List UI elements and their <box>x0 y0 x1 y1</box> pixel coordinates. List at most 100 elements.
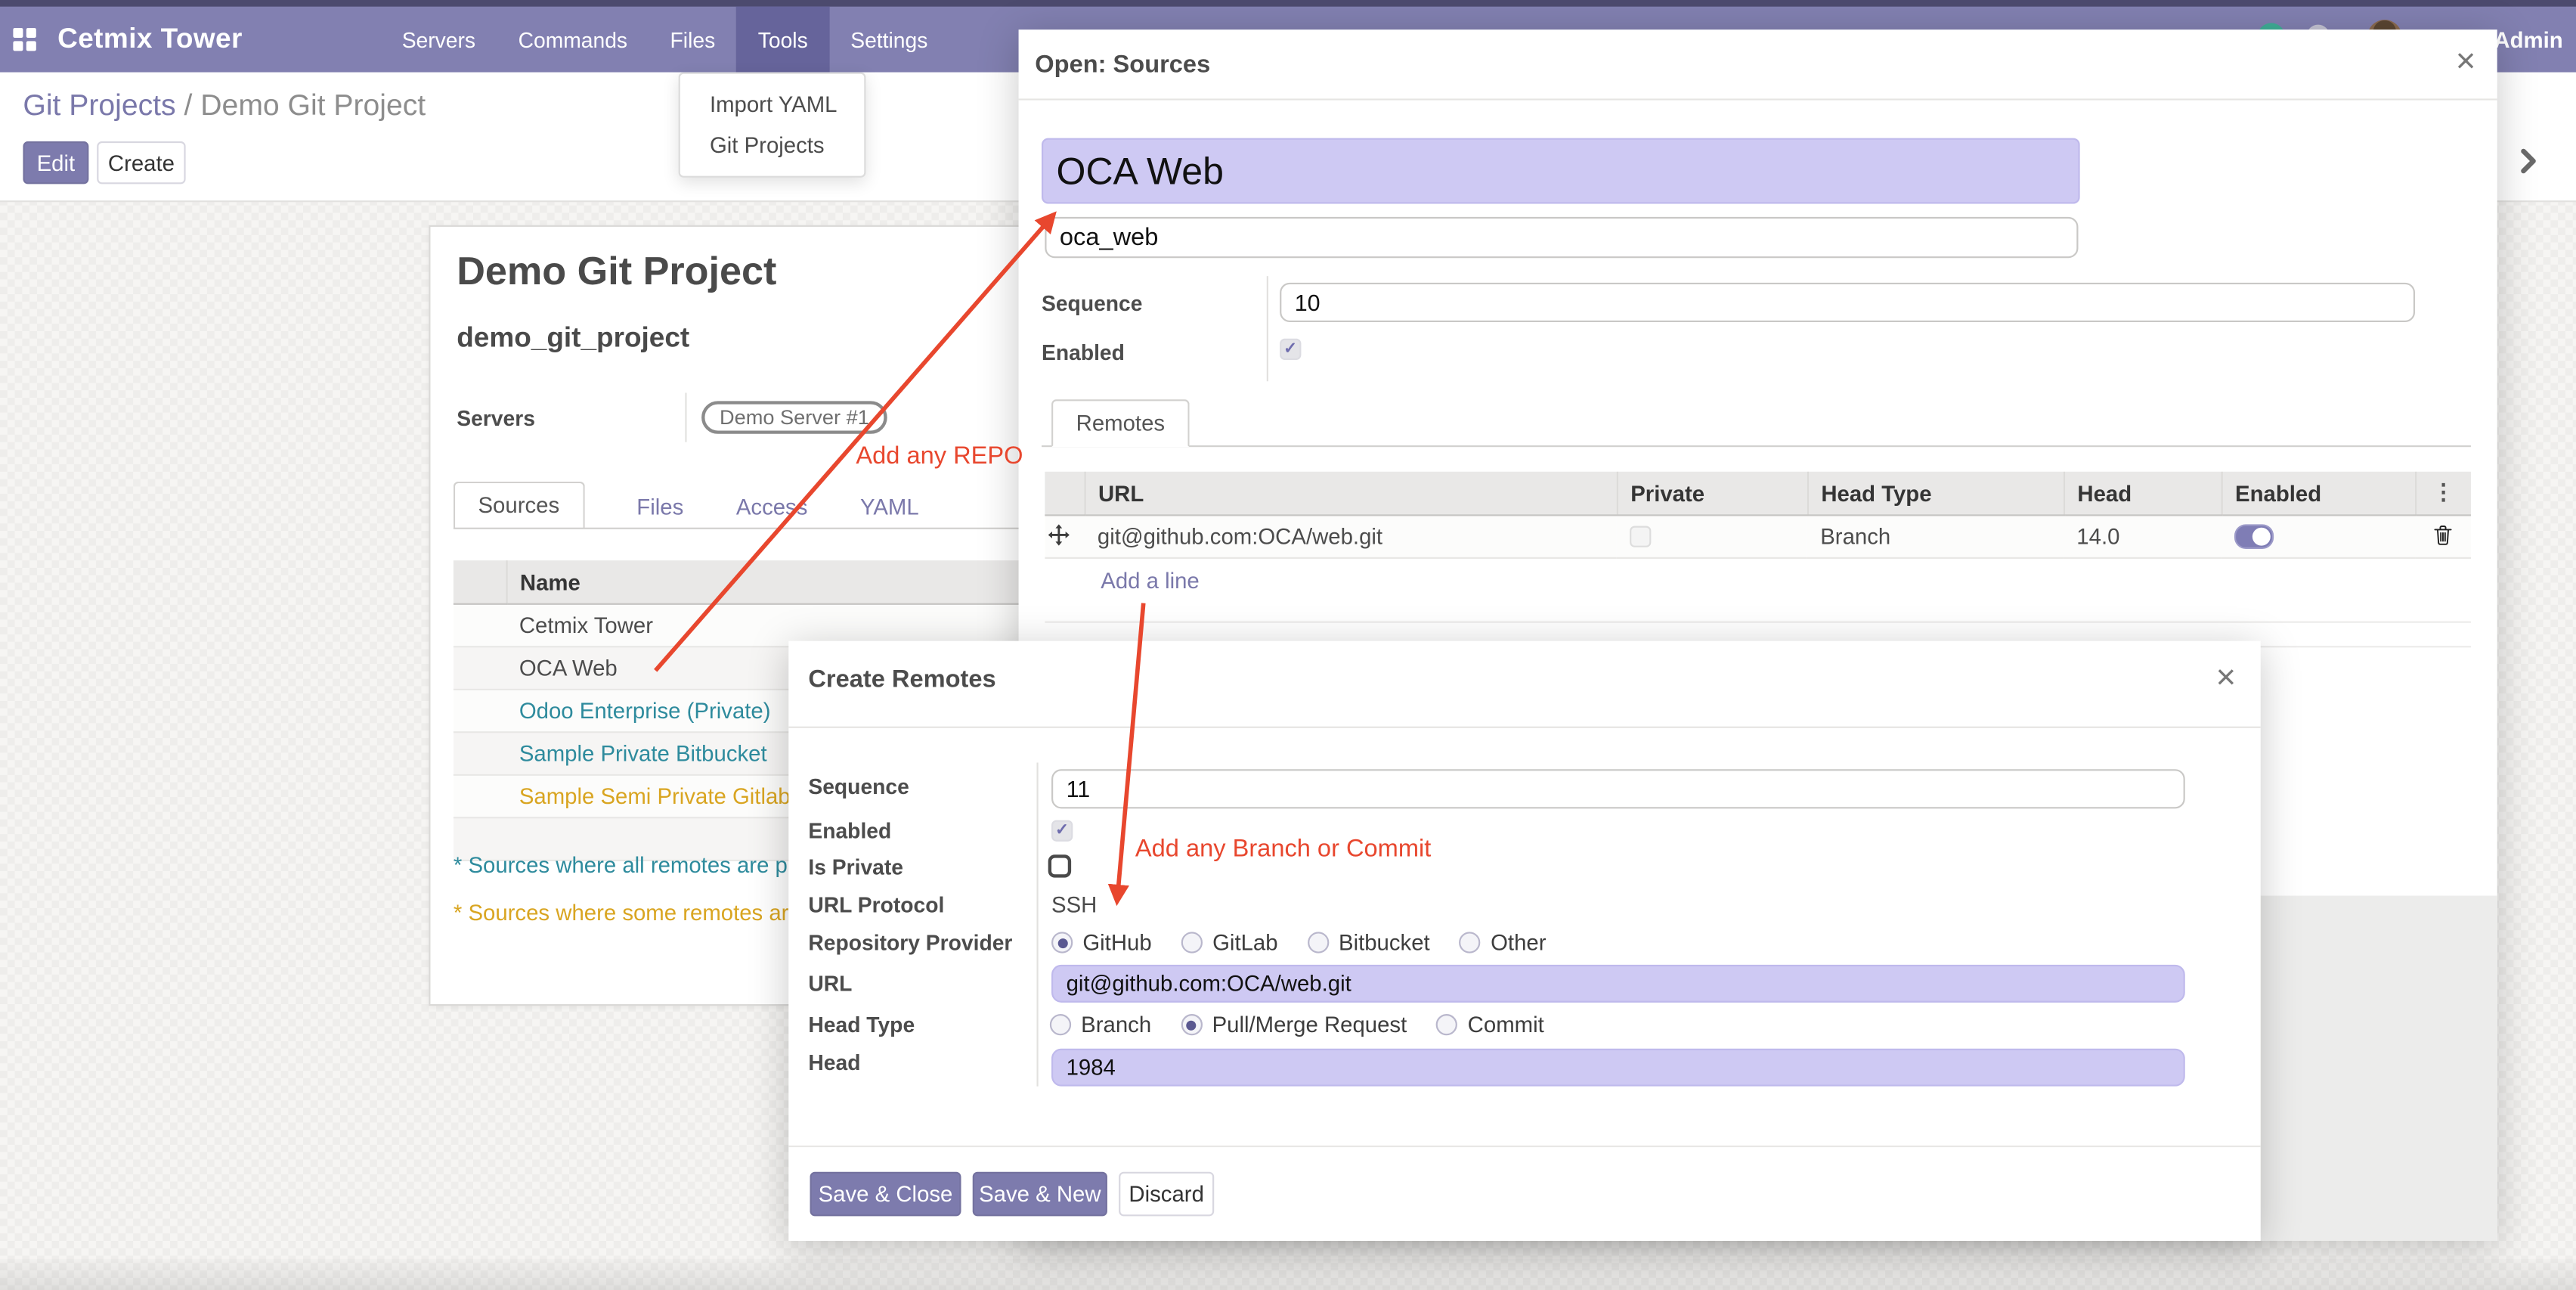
url-column-header[interactable]: URL <box>1084 471 1618 516</box>
server-tag[interactable]: Demo Server #1 <box>701 401 887 434</box>
create-remotes-modal: Create Remotes × Sequence Enabled Is Pri… <box>788 640 2261 1241</box>
navbar-top-strip <box>0 0 2576 7</box>
radio-bitbucket[interactable]: Bitbucket <box>1307 930 1430 955</box>
radio-icon <box>1436 1014 1458 1036</box>
project-technical-name: demo_git_project <box>457 322 690 354</box>
nav-item-files[interactable]: Files <box>670 26 716 52</box>
edit-button[interactable]: Edit <box>23 141 89 185</box>
radio-icon <box>1049 1014 1072 1036</box>
remote-head-cell: 14.0 <box>2063 515 2221 559</box>
head-type-column-header[interactable]: Head Type <box>1807 471 2065 516</box>
close-icon[interactable]: × <box>2455 42 2476 81</box>
repository-provider-radiogroup: GitHub GitLab Bitbucket Other <box>1051 930 1576 955</box>
add-a-line-link[interactable]: Add a line <box>1101 569 1200 594</box>
breadcrumb-current: Demo Git Project <box>200 88 426 122</box>
sequence-label: Sequence <box>808 774 909 799</box>
handle-column-header <box>453 560 507 605</box>
remotes-table: URL Private Head Type Head Enabled ⋮ git… <box>1045 471 2471 559</box>
breadcrumb-link-git-projects[interactable]: Git Projects <box>23 88 176 122</box>
pager-next-icon[interactable] <box>2519 146 2538 175</box>
radio-commit[interactable]: Commit <box>1436 1012 1544 1037</box>
source-name-input[interactable]: OCA Web <box>1041 138 2080 204</box>
nav-item-settings[interactable]: Settings <box>850 26 928 52</box>
modal-header-divider <box>788 726 2261 728</box>
url-label: URL <box>808 971 853 997</box>
tab-sources[interactable]: Sources <box>453 481 584 529</box>
radio-other[interactable]: Other <box>1459 930 1547 955</box>
bottom-gradient-band <box>0 1258 2576 1290</box>
app-brand[interactable]: Cetmix Tower <box>57 23 243 54</box>
head-input[interactable]: 1984 <box>1051 1048 2185 1087</box>
remotes-notebook-divider <box>1041 445 2471 448</box>
enabled-toggle[interactable] <box>2234 524 2274 549</box>
legend-note-semi-private: * Sources where some remotes are <box>453 901 801 926</box>
save-and-close-button[interactable]: Save & Close <box>810 1171 961 1217</box>
enabled-column-header[interactable]: Enabled <box>2221 471 2417 516</box>
modal-footer-divider <box>788 1145 2261 1148</box>
url-input[interactable]: git@github.com:OCA/web.git <box>1051 964 2185 1003</box>
legend-note-private: * Sources where all remotes are pri <box>453 853 800 878</box>
sequence-input[interactable]: 10 <box>1280 282 2416 323</box>
modal-title: Open: Sources <box>1035 51 1211 79</box>
form-notebook-tabs: Sources Files Access YAML <box>453 481 942 529</box>
nav-item-servers[interactable]: Servers <box>401 26 476 52</box>
is-private-label: Is Private <box>808 854 904 879</box>
user-menu[interactable]: Admin <box>2494 27 2563 53</box>
enabled-checkbox[interactable]: ✓ <box>1280 338 1302 360</box>
private-column-header[interactable]: Private <box>1616 471 1808 516</box>
create-button[interactable]: Create <box>97 141 186 185</box>
remote-row[interactable]: git@github.com:OCA/web.git Branch 14.0 <box>1045 515 2471 559</box>
radio-github[interactable]: GitHub <box>1051 930 1152 955</box>
sequence-input[interactable]: 11 <box>1051 769 2185 809</box>
radio-icon <box>1181 932 1203 954</box>
tab-remotes[interactable]: Remotes <box>1051 399 1190 448</box>
enabled-checkbox[interactable]: ✓ <box>1051 820 1073 842</box>
label-column: Sequence Enabled Is Private URL Protocol… <box>808 762 1039 1087</box>
head-type-label: Head Type <box>808 1012 915 1037</box>
trash-icon[interactable] <box>2433 523 2453 544</box>
label-column: Sequence Enabled <box>1041 276 1268 382</box>
tools-dropdown-menu: Import YAML Git Projects <box>678 72 866 178</box>
checkmark-icon: ✓ <box>1283 340 1298 358</box>
radio-branch[interactable]: Branch <box>1049 1012 1151 1037</box>
menu-item-import-yaml[interactable]: Import YAML <box>709 91 838 117</box>
project-title: Demo Git Project <box>457 250 777 295</box>
modal-header-divider <box>1018 98 2497 101</box>
is-private-checkbox[interactable] <box>1048 854 1072 878</box>
radio-icon <box>1181 1014 1203 1036</box>
tab-files[interactable]: Files <box>636 495 684 519</box>
tab-access[interactable]: Access <box>735 495 808 519</box>
private-checkbox[interactable] <box>1630 526 1652 547</box>
breadcrumb: Git Projects / Demo Git Project <box>23 88 426 123</box>
nav-item-tools[interactable]: Tools <box>736 6 829 73</box>
head-column-header[interactable]: Head <box>2063 471 2222 516</box>
radio-pull-merge-request[interactable]: Pull/Merge Request <box>1181 1012 1407 1037</box>
close-icon[interactable]: × <box>2215 659 2237 697</box>
sequence-label: Sequence <box>1041 290 1143 316</box>
modal-title: Create Remotes <box>808 665 996 694</box>
radio-gitlab[interactable]: GitLab <box>1181 930 1278 955</box>
drag-handle-icon[interactable] <box>1048 523 1070 545</box>
checkmark-icon: ✓ <box>1055 821 1070 840</box>
apps-grid-icon[interactable] <box>13 26 38 52</box>
drag-column-header <box>1045 471 1085 516</box>
save-and-new-button[interactable]: Save & New <box>972 1171 1107 1217</box>
source-tech-name-input[interactable]: oca_web <box>1045 216 2079 259</box>
remote-url-cell: git@github.com:OCA/web.git <box>1084 515 1617 559</box>
menu-item-git-projects[interactable]: Git Projects <box>709 133 825 158</box>
url-protocol-value: SSH <box>1051 892 1098 917</box>
url-protocol-label: URL Protocol <box>808 892 945 917</box>
radio-icon <box>1307 932 1329 954</box>
radio-icon <box>1051 932 1073 954</box>
tab-yaml[interactable]: YAML <box>859 495 919 519</box>
head-label: Head <box>808 1050 861 1075</box>
remote-head-type-cell: Branch <box>1807 515 2064 559</box>
nav-item-commands[interactable]: Commands <box>518 26 628 52</box>
repository-provider-label: Repository Provider <box>808 930 1013 955</box>
discard-button[interactable]: Discard <box>1119 1171 1215 1217</box>
radio-icon <box>1459 932 1482 954</box>
column-options-icon[interactable]: ⋮ <box>2415 471 2471 516</box>
enabled-label: Enabled <box>808 818 892 844</box>
empty-row-divider <box>1045 621 2471 623</box>
